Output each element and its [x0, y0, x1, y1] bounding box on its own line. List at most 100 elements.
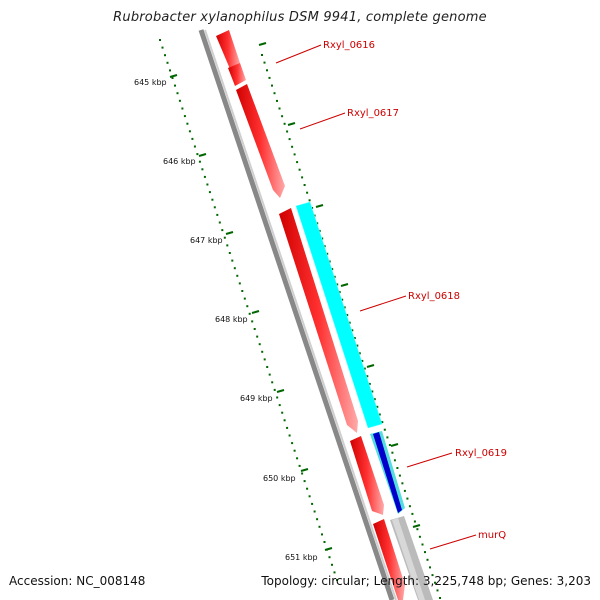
tick-648: 648 kbp [215, 310, 260, 324]
minor-tick [291, 442, 294, 445]
minor-tick [341, 298, 344, 301]
gene-label-rxyl-0618: Rxyl_0618 [408, 291, 460, 302]
minor-tick [281, 115, 284, 118]
gene-forward-last[interactable] [373, 519, 405, 600]
minor-tick [436, 589, 439, 592]
minor-tick [413, 520, 416, 523]
minor-tick [368, 382, 371, 385]
minor-tick [316, 518, 319, 521]
minor-tick [233, 267, 236, 270]
minor-tick [159, 39, 161, 41]
minor-tick [286, 426, 289, 429]
minor-tick [348, 321, 351, 324]
right-track-dashes [258, 42, 421, 528]
minor-tick [293, 153, 296, 156]
map-title: Rubrobacter xylanophilus DSM 9941, compl… [113, 10, 487, 25]
minor-tick [398, 474, 401, 477]
minor-tick [291, 145, 294, 148]
gene-murq[interactable] [390, 516, 433, 600]
minor-tick [336, 283, 339, 286]
minor-tick [208, 191, 211, 194]
minor-tick [266, 69, 268, 72]
minor-tick [308, 199, 311, 202]
tick-651: 651 kbp [285, 547, 333, 562]
minor-tick [301, 176, 304, 179]
minor-tick-track-right [261, 54, 441, 599]
minor-tick [388, 444, 391, 446]
tick-label-649: 649 kbp [240, 394, 273, 403]
minor-tick [243, 297, 246, 300]
minor-tick [286, 130, 289, 133]
minor-tick [439, 597, 441, 599]
minor-tick [426, 558, 429, 561]
minor-tick [391, 451, 394, 454]
minor-tick [311, 502, 314, 505]
backbone [198, 29, 397, 600]
minor-tick [386, 436, 389, 439]
minor-tick [296, 457, 299, 460]
minor-tick [238, 282, 241, 285]
minor-tick [251, 320, 254, 323]
minor-tick [201, 168, 204, 171]
minor-tick [306, 487, 309, 490]
minor-tick [429, 566, 431, 569]
gene-rxyl-0619[interactable] [370, 431, 405, 514]
minor-tick [356, 344, 359, 347]
gene-forward-mid[interactable] [350, 436, 384, 515]
minor-tick [178, 99, 181, 102]
minor-tick [434, 581, 436, 584]
minor-tick [358, 352, 361, 355]
gene-rxyl-0616[interactable] [216, 30, 246, 86]
label-murq: murQ [429, 530, 506, 550]
minor-tick [318, 525, 321, 528]
minor-tick [431, 574, 434, 577]
minor-tick [213, 206, 216, 209]
minor-tick [288, 138, 291, 141]
minor-tick [321, 237, 324, 240]
minor-tick [236, 274, 239, 277]
gene-forward-long[interactable] [279, 208, 358, 433]
minor-tick [331, 268, 334, 271]
minor-tick [218, 221, 221, 224]
minor-tick [273, 92, 276, 95]
minor-tick [271, 84, 273, 87]
minor-tick [328, 556, 331, 559]
minor-tick [216, 213, 219, 216]
minor-tick [273, 388, 276, 391]
minor-tick [333, 275, 336, 278]
gene-rxyl-0618[interactable] [295, 201, 383, 429]
gene-rxyl-0617[interactable] [236, 84, 285, 198]
minor-tick [171, 77, 174, 79]
minor-tick [401, 482, 404, 485]
minor-tick [183, 115, 186, 118]
minor-tick [353, 337, 356, 339]
minor-tick [256, 335, 259, 338]
minor-tick [321, 533, 323, 536]
minor-tick [378, 413, 381, 416]
minor-tick [303, 184, 306, 186]
tick-label-651: 651 kbp [285, 553, 318, 562]
minor-tick [176, 92, 179, 95]
minor-tick [301, 472, 304, 475]
minor-tick [326, 252, 329, 255]
tick-650: 650 kbp [263, 468, 309, 483]
minor-tick [306, 191, 309, 194]
tick-label-647: 647 kbp [190, 236, 223, 245]
minor-tick [421, 543, 424, 546]
minor-tick [231, 259, 234, 262]
minor-tick [376, 405, 379, 408]
tick-646: 646 kbp [163, 153, 207, 166]
minor-tick [298, 168, 301, 171]
minor-tick [283, 122, 286, 125]
genome-summary: Topology: circular; Length: 3,225,748 bp… [261, 574, 591, 588]
minor-tick [331, 563, 333, 566]
minor-tick [411, 512, 414, 515]
minor-tick [211, 198, 214, 201]
minor-tick [416, 528, 419, 531]
minor-tick [323, 245, 326, 248]
tick-label-650: 650 kbp [263, 474, 296, 483]
minor-tick [288, 434, 291, 437]
gene-label-rxyl-0617: Rxyl_0617 [347, 108, 399, 119]
minor-tick [263, 358, 266, 361]
